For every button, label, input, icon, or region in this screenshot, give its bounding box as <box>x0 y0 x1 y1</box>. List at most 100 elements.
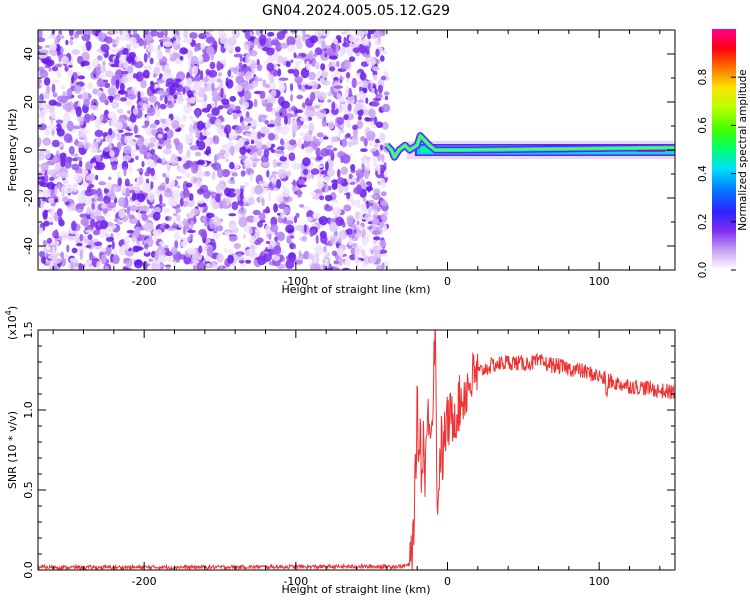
noise-speckle <box>289 113 298 118</box>
noise-speckle <box>301 107 305 112</box>
noise-speckle <box>87 82 94 90</box>
noise-speckle <box>246 215 256 223</box>
noise-speckle <box>53 240 60 246</box>
noise-speckle <box>306 99 313 104</box>
noise-speckle <box>341 267 351 270</box>
noise-speckle <box>267 94 272 99</box>
noise-speckle <box>287 44 296 53</box>
noise-speckle <box>176 185 181 189</box>
noise-speckle <box>336 116 345 125</box>
noise-speckle <box>346 72 351 79</box>
noise-speckle <box>126 207 131 216</box>
noise-speckle <box>381 121 389 130</box>
noise-speckle <box>107 111 117 120</box>
noise-speckle <box>343 36 347 46</box>
noise-speckle <box>346 95 355 106</box>
noise-speckle <box>79 234 84 242</box>
noise-speckle <box>230 179 236 185</box>
noise-speckle <box>295 60 300 69</box>
noise-speckle <box>111 240 115 250</box>
noise-speckle <box>198 228 207 237</box>
noise-speckle <box>100 254 106 264</box>
noise-speckle <box>249 244 255 250</box>
noise-speckle <box>102 60 106 67</box>
noise-speckle <box>252 216 261 223</box>
noise-speckle <box>284 220 294 225</box>
noise-speckle <box>316 132 324 138</box>
noise-speckle <box>310 263 320 270</box>
noise-speckle <box>39 251 46 258</box>
noise-speckle <box>118 208 126 219</box>
noise-speckle <box>277 169 287 179</box>
noise-speckle <box>85 238 89 244</box>
noise-speckle <box>124 132 133 136</box>
noise-speckle <box>345 45 355 56</box>
noise-speckle <box>372 240 378 244</box>
noise-speckle <box>239 55 243 63</box>
noise-speckle <box>372 147 377 152</box>
noise-speckle <box>191 165 198 174</box>
noise-speckle <box>216 128 221 132</box>
noise-speckle <box>58 171 68 179</box>
noise-speckle <box>322 136 329 140</box>
noise-speckle <box>170 155 179 165</box>
noise-speckle <box>303 250 310 260</box>
x-tick-label: -100 <box>283 275 308 288</box>
noise-speckle <box>215 193 221 203</box>
noise-speckle <box>172 189 181 199</box>
noise-speckle <box>138 175 144 186</box>
noise-speckle <box>109 157 119 163</box>
noise-speckle <box>156 79 165 84</box>
noise-speckle <box>335 216 344 227</box>
noise-speckle <box>251 80 259 88</box>
noise-speckle <box>173 94 178 100</box>
noise-speckle <box>206 212 215 219</box>
noise-speckle <box>270 224 279 233</box>
noise-speckle <box>223 152 230 159</box>
noise-speckle <box>305 60 310 71</box>
noise-speckle <box>326 145 333 149</box>
noise-speckle <box>241 120 245 131</box>
noise-speckle <box>198 245 203 254</box>
noise-speckle <box>211 82 215 92</box>
noise-speckle <box>45 85 51 94</box>
noise-speckle <box>165 251 174 257</box>
noise-speckle <box>270 39 280 46</box>
noise-speckle <box>308 50 314 61</box>
noise-speckle <box>67 69 73 78</box>
noise-speckle <box>159 123 167 129</box>
noise-speckle <box>182 87 186 95</box>
noise-speckle <box>129 189 135 194</box>
noise-speckle <box>301 143 305 150</box>
noise-speckle <box>372 245 381 255</box>
noise-speckle <box>274 111 280 118</box>
noise-speckle <box>133 124 138 134</box>
noise-speckle <box>165 143 172 150</box>
noise-speckle <box>80 217 90 226</box>
noise-speckle <box>364 117 371 122</box>
noise-speckle <box>65 39 69 46</box>
noise-speckle <box>348 237 353 246</box>
noise-speckle <box>182 218 188 227</box>
noise-speckle <box>94 129 104 137</box>
noise-speckle <box>378 132 386 143</box>
y-tick-label: 20 <box>22 95 35 109</box>
noise-speckle <box>63 133 73 143</box>
noise-speckle <box>357 99 364 103</box>
noise-speckle <box>208 191 218 196</box>
noise-speckle <box>331 101 336 111</box>
noise-speckle <box>140 79 147 89</box>
noise-speckle <box>52 246 56 257</box>
noise-speckle <box>217 105 224 110</box>
noise-speckle <box>138 247 144 251</box>
noise-speckle <box>304 146 314 155</box>
noise-speckle <box>293 216 298 224</box>
noise-speckle <box>38 137 41 148</box>
noise-speckle <box>331 238 335 243</box>
noise-speckle <box>215 225 224 232</box>
y-tick-label: 1.5 <box>22 321 35 339</box>
noise-speckle <box>93 241 103 247</box>
noise-speckle <box>279 138 284 146</box>
noise-speckle <box>109 95 114 103</box>
noise-speckle <box>332 266 339 270</box>
